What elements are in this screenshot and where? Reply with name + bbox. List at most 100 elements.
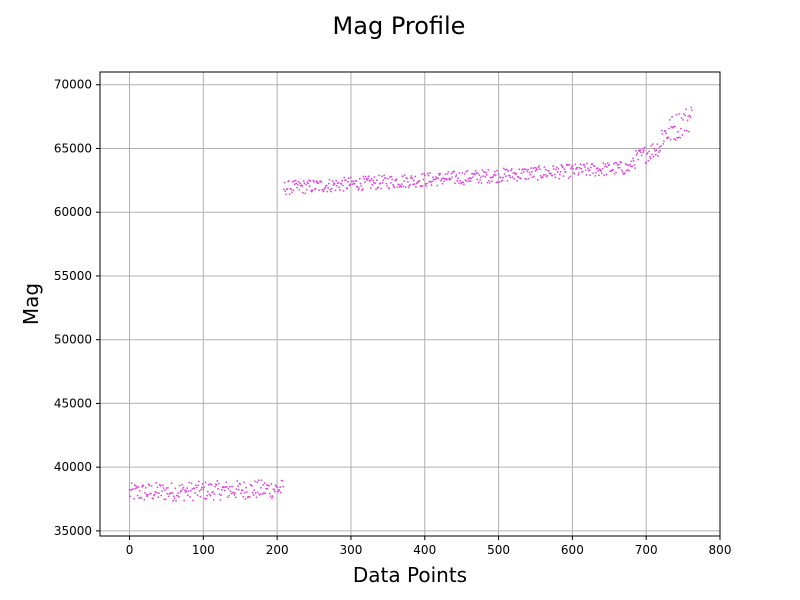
- data-point: [241, 489, 244, 492]
- data-point: [459, 179, 462, 182]
- data-point: [437, 172, 440, 175]
- data-point: [632, 159, 635, 162]
- data-point: [623, 172, 626, 175]
- data-point: [332, 184, 335, 187]
- data-point: [648, 155, 651, 158]
- data-point: [643, 149, 645, 152]
- data-point: [536, 168, 538, 171]
- data-point: [335, 179, 338, 182]
- data-point: [130, 489, 132, 491]
- data-point: [307, 179, 310, 182]
- data-point: [674, 125, 676, 128]
- data-point: [505, 168, 508, 171]
- data-point: [426, 182, 428, 185]
- data-point: [403, 174, 406, 176]
- data-point: [465, 170, 467, 173]
- data-point: [209, 494, 212, 497]
- data-point: [639, 149, 642, 152]
- y-tick-label: 40000: [54, 460, 92, 474]
- data-point: [552, 165, 555, 167]
- data-point: [553, 173, 556, 176]
- data-point: [585, 174, 588, 176]
- data-point: [203, 497, 206, 500]
- data-point: [374, 182, 377, 185]
- data-point: [465, 180, 468, 183]
- data-point: [206, 494, 208, 497]
- data-point: [616, 164, 619, 166]
- data-point: [303, 182, 306, 185]
- data-point: [434, 176, 437, 178]
- data-point: [443, 178, 446, 180]
- x-tick-label: 300: [339, 543, 362, 557]
- x-tick-label: 100: [192, 543, 215, 557]
- data-point: [670, 125, 673, 128]
- data-point: [235, 488, 238, 491]
- data-point: [340, 182, 343, 185]
- data-point: [407, 186, 410, 189]
- data-point: [398, 183, 400, 186]
- data-point: [327, 186, 329, 189]
- data-point: [426, 172, 429, 175]
- data-point: [191, 488, 194, 490]
- data-point: [584, 166, 586, 168]
- data-point: [305, 188, 308, 191]
- data-point: [605, 173, 608, 176]
- data-point: [156, 486, 159, 489]
- data-point: [613, 173, 616, 175]
- data-point: [504, 168, 507, 171]
- data-point: [494, 174, 497, 177]
- data-point: [312, 179, 315, 182]
- data-point: [363, 178, 366, 180]
- data-point: [414, 175, 417, 178]
- data-point: [637, 158, 639, 161]
- data-point: [207, 483, 210, 486]
- data-point: [243, 481, 245, 484]
- data-point: [195, 484, 197, 487]
- data-point: [511, 176, 514, 179]
- data-point: [220, 488, 223, 491]
- data-point: [223, 489, 226, 492]
- data-point: [167, 495, 170, 498]
- data-point: [171, 492, 174, 494]
- data-point: [539, 168, 541, 171]
- data-point: [377, 186, 380, 189]
- data-point: [286, 188, 289, 191]
- data-point: [524, 177, 527, 180]
- data-point: [631, 165, 634, 168]
- data-point: [673, 138, 676, 140]
- data-point: [372, 179, 374, 182]
- data-point: [389, 182, 392, 184]
- data-point: [178, 484, 181, 487]
- data-point: [373, 176, 376, 178]
- data-point: [274, 484, 277, 487]
- data-point: [273, 488, 276, 491]
- data-point: [581, 170, 584, 173]
- data-point: [501, 179, 504, 182]
- data-point: [263, 482, 266, 485]
- data-point: [520, 172, 523, 175]
- data-point: [320, 181, 323, 183]
- data-point: [402, 185, 405, 188]
- data-point: [353, 182, 356, 185]
- data-point: [288, 180, 290, 182]
- data-point: [251, 491, 254, 494]
- data-point: [495, 181, 498, 184]
- data-point: [579, 163, 582, 166]
- data-point: [341, 184, 344, 187]
- y-tick-label: 60000: [54, 205, 92, 219]
- data-point: [322, 190, 325, 193]
- data-point: [491, 180, 493, 183]
- data-point: [219, 498, 222, 501]
- data-point: [254, 492, 257, 494]
- data-point: [641, 147, 644, 150]
- data-point: [573, 172, 576, 175]
- data-point: [505, 175, 507, 178]
- data-point: [266, 487, 269, 490]
- data-point: [604, 163, 607, 166]
- data-point: [346, 187, 349, 190]
- data-point: [674, 139, 677, 141]
- data-point: [527, 168, 529, 171]
- data-point: [529, 173, 532, 176]
- data-point: [471, 173, 473, 175]
- data-point: [516, 180, 518, 182]
